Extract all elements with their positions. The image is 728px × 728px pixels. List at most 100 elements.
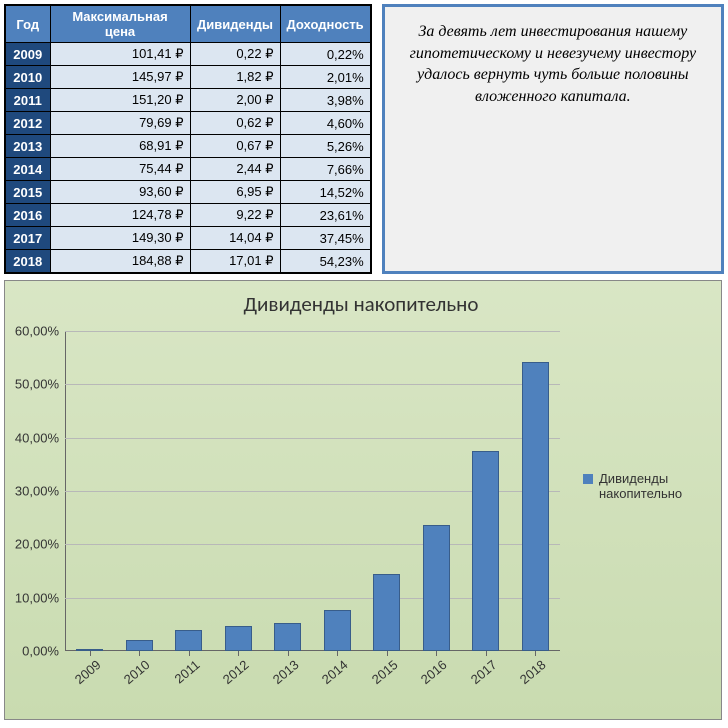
x-tick-label: 2013 (270, 657, 302, 687)
table-cell: 54,23% (280, 250, 371, 274)
table-row: 2010145,97 ₽1,82 ₽2,01% (5, 66, 371, 89)
table-cell: 0,22 ₽ (190, 43, 280, 66)
chart-bar (324, 610, 351, 651)
y-tick-label: 20,00% (15, 537, 59, 552)
table-row: 2016124,78 ₽9,22 ₽23,61% (5, 204, 371, 227)
table-cell: 2011 (5, 89, 50, 112)
x-tick (189, 651, 190, 656)
table-cell: 5,26% (280, 135, 371, 158)
table-cell: 1,82 ₽ (190, 66, 280, 89)
table-cell: 7,66% (280, 158, 371, 181)
chart-title: Дивиденды накопительно (11, 291, 711, 317)
x-tick-label: 2010 (121, 657, 153, 687)
x-tick (90, 651, 91, 656)
table-cell: 79,69 ₽ (50, 112, 190, 135)
gridline (65, 384, 560, 385)
table-cell: 2016 (5, 204, 50, 227)
gridline (65, 438, 560, 439)
table-row: 201475,44 ₽2,44 ₽7,66% (5, 158, 371, 181)
x-tick (535, 651, 536, 656)
x-tick-label: 2017 (468, 657, 500, 687)
legend-label: Дивиденды накопительно (599, 471, 709, 501)
x-tick (387, 651, 388, 656)
table-cell: 2010 (5, 66, 50, 89)
table-cell: 93,60 ₽ (50, 181, 190, 204)
table-cell: 0,62 ₽ (190, 112, 280, 135)
x-tick-label: 2018 (517, 657, 549, 687)
y-tick-label: 60,00% (15, 324, 59, 339)
table-cell: 0,67 ₽ (190, 135, 280, 158)
table-cell: 151,20 ₽ (50, 89, 190, 112)
table-cell: 184,88 ₽ (50, 250, 190, 274)
table-cell: 2018 (5, 250, 50, 274)
chart-bar (274, 623, 301, 651)
table-cell: 9,22 ₽ (190, 204, 280, 227)
y-tick-label: 0,00% (22, 644, 59, 659)
dividend-table: ГодМаксимальная ценаДивидендыДоходность … (4, 4, 372, 274)
table-cell: 37,45% (280, 227, 371, 250)
table-cell: 6,95 ₽ (190, 181, 280, 204)
x-tick-label: 2009 (72, 657, 104, 687)
x-tick-label: 2015 (369, 657, 401, 687)
table-cell: 68,91 ₽ (50, 135, 190, 158)
table-cell: 145,97 ₽ (50, 66, 190, 89)
table-cell: 4,60% (280, 112, 371, 135)
table-row: 201279,69 ₽0,62 ₽4,60% (5, 112, 371, 135)
table-header: Дивиденды (190, 5, 280, 43)
table-cell: 17,01 ₽ (190, 250, 280, 274)
table-cell: 3,98% (280, 89, 371, 112)
table-cell: 2013 (5, 135, 50, 158)
chart-bar (126, 640, 153, 651)
chart-bar (373, 574, 400, 651)
chart-bar (225, 626, 252, 651)
chart-bar (522, 362, 549, 651)
table-cell: 0,22% (280, 43, 371, 66)
chart-bar (175, 630, 202, 651)
y-tick-label: 30,00% (15, 484, 59, 499)
x-tick-label: 2014 (319, 657, 351, 687)
table-cell: 14,52% (280, 181, 371, 204)
table-row: 2018184,88 ₽17,01 ₽54,23% (5, 250, 371, 274)
table-cell: 2,44 ₽ (190, 158, 280, 181)
summary-note: За девять лет инвестирования нашему гипо… (382, 4, 724, 274)
y-tick-label: 10,00% (15, 590, 59, 605)
table-header: Год (5, 5, 50, 43)
x-tick-label: 2011 (171, 657, 202, 686)
x-tick-label: 2016 (418, 657, 450, 687)
x-tick (139, 651, 140, 656)
x-tick-label: 2012 (220, 657, 252, 687)
chart-bar (472, 451, 499, 651)
table-cell: 2,01% (280, 66, 371, 89)
legend-swatch (583, 474, 593, 484)
table-row: 201593,60 ₽6,95 ₽14,52% (5, 181, 371, 204)
table-cell: 23,61% (280, 204, 371, 227)
table-row: 201368,91 ₽0,67 ₽5,26% (5, 135, 371, 158)
chart-bar (423, 525, 450, 651)
table-cell: 2009 (5, 43, 50, 66)
table-cell: 2012 (5, 112, 50, 135)
x-tick (238, 651, 239, 656)
table-cell: 149,30 ₽ (50, 227, 190, 250)
y-tick-label: 50,00% (15, 377, 59, 392)
chart-legend: Дивиденды накопительно (583, 471, 709, 501)
table-header: Доходность (280, 5, 371, 43)
table-row: 2011151,20 ₽2,00 ₽3,98% (5, 89, 371, 112)
gridline (65, 331, 560, 332)
table-header: Максимальная цена (50, 5, 190, 43)
table-cell: 2015 (5, 181, 50, 204)
x-tick (436, 651, 437, 656)
table-cell: 2014 (5, 158, 50, 181)
x-tick (288, 651, 289, 656)
table-cell: 14,04 ₽ (190, 227, 280, 250)
table-row: 2017149,30 ₽14,04 ₽37,45% (5, 227, 371, 250)
table-cell: 2017 (5, 227, 50, 250)
table-row: 2009101,41 ₽0,22 ₽0,22% (5, 43, 371, 66)
y-tick-label: 40,00% (15, 430, 59, 445)
table-cell: 101,41 ₽ (50, 43, 190, 66)
x-tick (486, 651, 487, 656)
table-cell: 124,78 ₽ (50, 204, 190, 227)
cumulative-dividends-chart: Дивиденды накопительно 0,00% 10,00% 20,00%… (4, 280, 722, 720)
table-cell: 2,00 ₽ (190, 89, 280, 112)
table-cell: 75,44 ₽ (50, 158, 190, 181)
x-tick (337, 651, 338, 656)
